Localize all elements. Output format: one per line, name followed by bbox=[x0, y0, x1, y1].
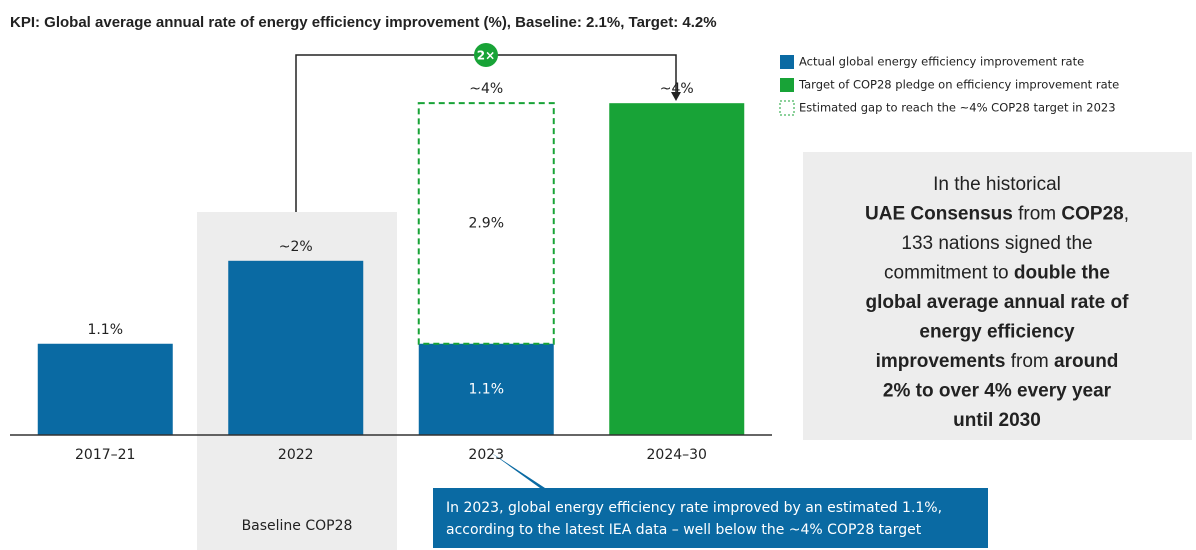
callout-text: according to the latest IEA data – well … bbox=[446, 522, 922, 538]
text-box bbox=[803, 152, 1192, 440]
legend-label: Estimated gap to reach the ~4% COP28 tar… bbox=[799, 101, 1116, 115]
value-label: 2.9% bbox=[468, 215, 504, 231]
legend-label: Actual global energy efficiency improvem… bbox=[799, 55, 1084, 69]
chart-title: KPI: Global average annual rate of energ… bbox=[10, 14, 717, 31]
text-box-segment: energy efficiency bbox=[919, 322, 1075, 343]
text-box-segment: improvements bbox=[876, 351, 1006, 372]
legend-swatch bbox=[780, 78, 794, 92]
bar bbox=[228, 260, 364, 435]
legend-swatch bbox=[779, 100, 795, 116]
text-box-line: improvements from around bbox=[876, 351, 1119, 372]
value-label: ~4% bbox=[660, 81, 694, 97]
legend-swatch bbox=[780, 55, 794, 69]
x-tick-label: 2024–30 bbox=[647, 447, 707, 463]
text-box-line: In the historical bbox=[933, 174, 1061, 195]
text-box-line: 133 nations signed the bbox=[901, 233, 1092, 254]
text-box-line: energy efficiency bbox=[919, 322, 1075, 343]
baseline-label: Baseline COP28 bbox=[242, 518, 353, 534]
stack-total-label: ~4% bbox=[469, 81, 503, 97]
text-box-segment: commitment to bbox=[884, 263, 1014, 284]
multiplier-badge bbox=[474, 43, 498, 67]
bar bbox=[609, 103, 745, 435]
text-box-segment: 2% to over 4% every year bbox=[883, 381, 1112, 402]
text-box-segment: UAE Consensus bbox=[865, 204, 1013, 225]
callout-box bbox=[433, 452, 988, 548]
x-tick-label: 2022 bbox=[278, 447, 314, 463]
value-label: ~2% bbox=[279, 239, 313, 255]
arrow-head bbox=[671, 92, 681, 101]
legend-label: Target of COP28 pledge on efficiency imp… bbox=[798, 78, 1119, 92]
text-box-line: commitment to double the bbox=[884, 263, 1110, 284]
text-box-segment: In the historical bbox=[933, 174, 1061, 195]
gap-bar bbox=[417, 102, 555, 345]
text-box-segment: global average annual rate of bbox=[866, 292, 1130, 313]
text-box-segment: from bbox=[1013, 204, 1062, 225]
text-box-line: until 2030 bbox=[953, 410, 1041, 431]
text-box-line: UAE Consensus from COP28, bbox=[865, 204, 1129, 225]
x-tick-label: 2023 bbox=[468, 447, 504, 463]
multiplier-text: 2× bbox=[477, 49, 495, 63]
text-box-line: global average annual rate of bbox=[866, 292, 1130, 313]
text-box-segment: until 2030 bbox=[953, 410, 1041, 431]
value-label: 1.1% bbox=[87, 322, 123, 338]
text-box-segment: double the bbox=[1014, 263, 1110, 284]
text-box-line: 2% to over 4% every year bbox=[883, 381, 1112, 402]
text-box-segment: from bbox=[1005, 351, 1054, 372]
text-box-segment: 133 nations signed the bbox=[901, 233, 1092, 254]
text-box-segment: around bbox=[1054, 351, 1118, 372]
value-label: 1.1% bbox=[468, 381, 504, 397]
x-tick-label: 2017–21 bbox=[75, 447, 135, 463]
callout-text: In 2023, global energy efficiency rate i… bbox=[446, 500, 942, 516]
bar bbox=[37, 343, 173, 435]
bar bbox=[418, 343, 554, 435]
text-box-segment: COP28 bbox=[1061, 204, 1123, 225]
text-box-segment: , bbox=[1124, 204, 1129, 225]
